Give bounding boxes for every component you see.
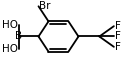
Text: HO: HO: [2, 20, 18, 30]
Text: Br: Br: [39, 1, 51, 11]
Text: HO: HO: [2, 44, 18, 54]
Text: F: F: [115, 32, 121, 41]
Text: F: F: [115, 21, 121, 31]
Text: F: F: [115, 42, 121, 52]
Text: B: B: [15, 32, 22, 41]
